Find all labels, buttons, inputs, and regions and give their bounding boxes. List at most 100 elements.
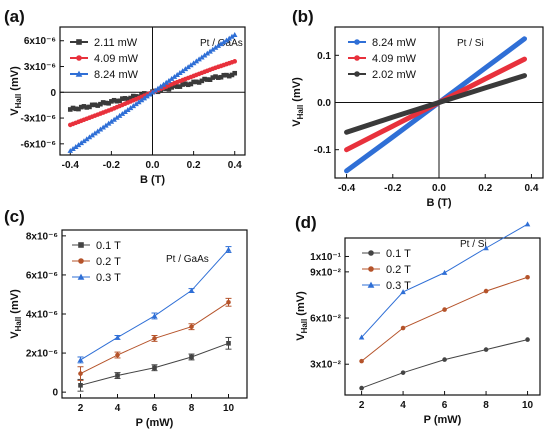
data-point — [133, 101, 139, 107]
legend-entry: 8.24 mW — [372, 37, 417, 49]
panel-c: (c) 2 4 6 8 10 0 2x10⁻⁶ 4x10⁻⁶ 6x10⁻⁶ 8x10⁻⁶ P (mW)… — [4, 207, 248, 429]
data-point — [144, 93, 150, 99]
panel-label: (a) — [4, 7, 25, 26]
x-tick-label: -0.4 — [338, 183, 356, 194]
data-point — [92, 130, 98, 136]
data-point — [221, 72, 227, 78]
data-point — [87, 104, 92, 110]
data-point — [191, 79, 196, 85]
y-tick-label: 0.0 — [317, 98, 331, 109]
data-point — [359, 385, 364, 391]
data-point — [229, 33, 235, 39]
data-point — [155, 85, 161, 91]
data-point — [77, 357, 84, 363]
y-tick-label: 6x10⁻² — [310, 314, 342, 325]
data-point — [67, 147, 74, 153]
data-point — [114, 98, 120, 104]
data-point — [152, 87, 159, 93]
data-point — [73, 106, 79, 112]
data-point — [133, 94, 139, 99]
data-point — [130, 103, 137, 109]
data-point — [70, 105, 76, 111]
y-tick-label: 9x10⁻² — [310, 267, 342, 278]
series-8.24-mW — [67, 31, 238, 153]
data-point — [116, 112, 123, 118]
data-point — [525, 274, 530, 280]
data-point — [359, 358, 364, 364]
data-point — [171, 73, 178, 79]
x-tick-label: 0.2 — [478, 183, 492, 194]
data-point — [226, 73, 232, 79]
data-point — [483, 245, 489, 251]
legend-entry: 4.09 mW — [94, 53, 139, 65]
data-point — [81, 104, 87, 109]
data-point — [109, 99, 114, 104]
y-tick-label: 0 — [50, 88, 56, 99]
sample-annotation: Pt / Si — [460, 239, 487, 250]
data-point — [166, 86, 172, 92]
data-point — [226, 341, 231, 346]
data-point — [95, 103, 100, 108]
x-tick-label: 8 — [483, 400, 489, 411]
data-point — [174, 84, 180, 89]
data-point — [149, 89, 156, 95]
data-point — [72, 144, 79, 150]
series-0.2-T — [359, 274, 530, 364]
data-point — [172, 83, 177, 89]
data-point — [120, 96, 125, 101]
data-point — [207, 48, 213, 54]
data-point — [111, 116, 117, 122]
series-0.3-T — [77, 246, 232, 364]
series-0.1-T — [359, 337, 530, 391]
x-tick-label: 4 — [400, 400, 406, 411]
data-point — [169, 85, 174, 90]
panel-b: (b) -0.4 -0.2 0.0 0.2 0.4 -0.1 0.0 0.1 B (T) VHall… — [291, 7, 544, 209]
data-point — [97, 126, 104, 132]
legend: 2.11 mW 4.09 mW 8.24 mW — [70, 37, 139, 81]
data-point — [136, 99, 142, 105]
y-axis-label: VHall (mV) — [9, 289, 23, 339]
legend-entry: 0.3 T — [96, 272, 121, 284]
data-point — [196, 56, 202, 62]
y-tick-label: 8x10⁻⁶ — [26, 231, 58, 242]
data-point — [151, 313, 158, 319]
y-tick-label: 2x10⁻⁶ — [26, 349, 58, 360]
panel-a: (a) -0.4 -0.2 0.0 0.2 0.4 -6x10⁻⁶ -3x10⁻⁶ 0 3x10⁻… — [4, 7, 246, 186]
data-point — [232, 59, 238, 64]
x-axis-label: P (mW) — [136, 417, 174, 429]
data-point — [212, 44, 219, 50]
data-point — [122, 109, 128, 114]
data-point — [146, 91, 153, 97]
data-point — [400, 325, 406, 331]
data-point — [218, 74, 224, 80]
y-tick-label: 6x10⁻⁶ — [26, 270, 58, 281]
x-axis-label: B (T) — [140, 174, 165, 186]
data-point — [168, 75, 175, 81]
data-point — [103, 122, 109, 128]
data-point — [179, 68, 186, 74]
data-point — [100, 124, 106, 130]
panel-label: (d) — [295, 213, 317, 232]
data-point — [188, 287, 195, 293]
legend-marker — [368, 250, 374, 256]
x-tick-label: -0.4 — [62, 160, 80, 171]
series-line — [344, 73, 528, 135]
data-point — [111, 97, 117, 103]
data-point — [224, 72, 229, 78]
series-0.2-T — [77, 297, 232, 381]
data-point — [226, 299, 231, 305]
data-point — [199, 78, 205, 84]
data-point — [105, 120, 112, 126]
y-tick-label: 0 — [52, 388, 58, 399]
data-point — [114, 334, 121, 340]
data-point — [201, 52, 208, 58]
data-point — [174, 72, 180, 77]
data-point — [98, 101, 103, 107]
data-point — [84, 105, 90, 110]
data-point — [215, 42, 222, 48]
panel-label: (c) — [4, 207, 25, 226]
legend-marker — [354, 71, 360, 77]
data-point — [128, 95, 133, 101]
data-point — [125, 107, 131, 113]
